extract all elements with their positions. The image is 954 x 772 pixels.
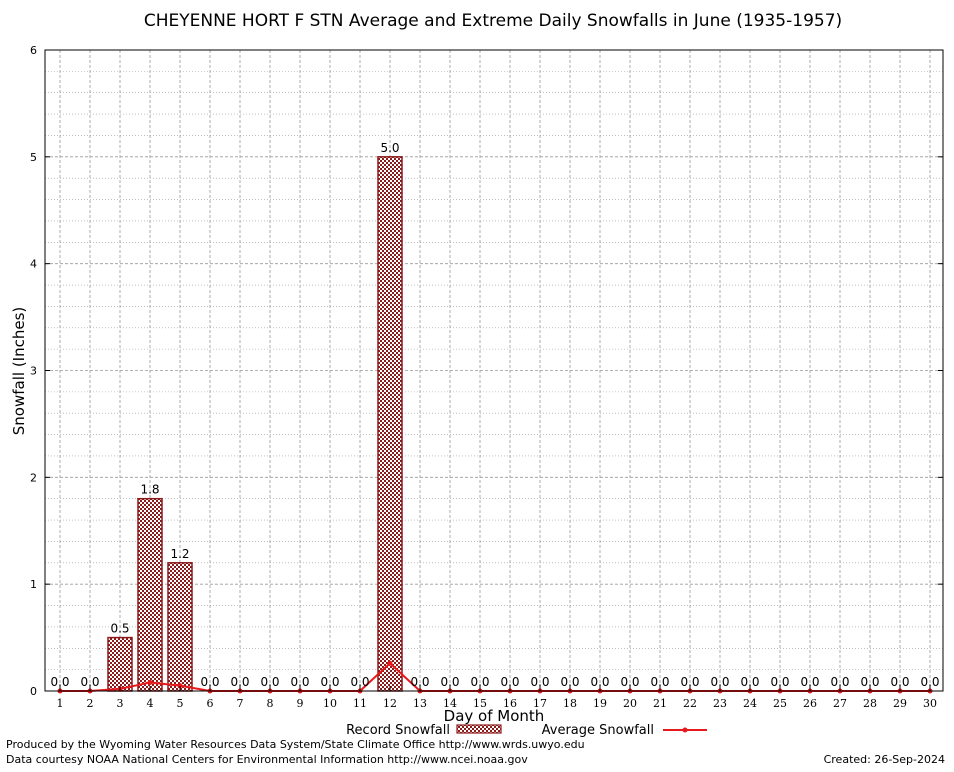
average-point	[177, 683, 183, 689]
x-tick-label: 21	[653, 697, 667, 710]
bar-value-label: 0.0	[740, 675, 759, 689]
x-tick-label: 26	[803, 697, 817, 710]
bar-value-label: 0.0	[830, 675, 849, 689]
bar-value-label: 0.0	[560, 675, 579, 689]
x-tick-label: 3	[117, 697, 124, 710]
x-tick-label: 6	[207, 697, 214, 710]
x-tick-label: 27	[833, 697, 847, 710]
x-tick-label: 20	[623, 697, 637, 710]
x-axis-label: Day of Month	[444, 707, 545, 725]
bar-value-label: 0.5	[110, 622, 129, 636]
x-tick-label: 11	[353, 697, 367, 710]
record-bar	[167, 562, 193, 692]
bar-value-label: 0.0	[590, 675, 609, 689]
x-tick-label: 19	[593, 697, 607, 710]
plot-frame	[44, 49, 944, 692]
bar-value-label: 0.0	[680, 675, 699, 689]
bar-value-label: 1.8	[140, 483, 159, 497]
bar-value-label: 0.0	[410, 675, 429, 689]
x-tick-label: 23	[713, 697, 727, 710]
legend: Record Snowfall Average Snowfall	[346, 723, 707, 738]
bar-value-label: 0.0	[350, 675, 369, 689]
y-tick-label: 2	[30, 471, 37, 484]
x-tick-label: 15	[473, 697, 487, 710]
bar-value-label: 0.0	[800, 675, 819, 689]
chart-title: CHEYENNE HORT F STN Average and Extreme …	[144, 11, 842, 31]
x-tick-label: 13	[413, 697, 427, 710]
grid-layer	[45, 50, 943, 691]
bar-value-label: 5.0	[380, 141, 399, 155]
x-tick-label: 30	[923, 697, 937, 710]
legend-record-label: Record Snowfall	[346, 723, 450, 738]
y-tick-label: 1	[30, 578, 37, 591]
record-bar	[377, 156, 403, 692]
bar-value-label: 0.0	[440, 675, 459, 689]
record-bar	[107, 636, 133, 692]
x-tick-label: 25	[773, 697, 787, 710]
x-tick-label: 7	[237, 697, 244, 710]
x-tick-label: 12	[383, 697, 397, 710]
record-bar	[137, 497, 163, 692]
x-tick-label: 9	[297, 697, 304, 710]
x-tick-label: 17	[533, 697, 547, 710]
footer-created: Created: 26-Sep-2024	[824, 753, 945, 766]
bar-value-label: 0.0	[530, 675, 549, 689]
y-tick-label: 4	[30, 258, 37, 271]
bar-value-label: 0.0	[260, 675, 279, 689]
legend-record-swatch	[456, 724, 502, 734]
footer-source: Data courtesy NOAA National Centers for …	[6, 753, 528, 766]
average-point	[147, 679, 153, 685]
x-tick-label: 28	[863, 697, 877, 710]
bar-value-label: 0.0	[230, 675, 249, 689]
bar-value-label: 0.0	[650, 675, 669, 689]
legend-average-marker	[682, 727, 688, 733]
x-tick-label: 29	[893, 697, 907, 710]
y-tick-label: 0	[30, 685, 37, 698]
legend-average-label: Average Snowfall	[542, 723, 654, 738]
y-axis-label: Snowfall (Inches)	[10, 307, 28, 435]
bar-value-label: 0.0	[710, 675, 729, 689]
x-tick-label: 8	[267, 697, 274, 710]
x-tick-label: 16	[503, 697, 517, 710]
bar-value-label: 0.0	[770, 675, 789, 689]
x-tick-label: 24	[743, 697, 757, 710]
footer-credit: Produced by the Wyoming Water Resources …	[6, 738, 585, 751]
bar-value-label: 0.0	[500, 675, 519, 689]
bar-value-label: 0.0	[620, 675, 639, 689]
bar-value-label: 0.0	[890, 675, 909, 689]
bar-value-label: 0.0	[470, 675, 489, 689]
y-tick-label: 3	[30, 365, 37, 378]
bars-layer	[107, 156, 403, 692]
bar-value-label: 0.0	[290, 675, 309, 689]
x-tick-label: 2	[87, 697, 94, 710]
bar-value-label: 0.0	[920, 675, 939, 689]
average-point	[387, 660, 393, 666]
y-tick-label: 5	[30, 151, 37, 164]
bar-value-label: 0.0	[80, 675, 99, 689]
y-tick-label: 6	[30, 44, 37, 57]
bar-value-label: 0.0	[200, 675, 219, 689]
x-tick-label: 4	[147, 697, 154, 710]
bar-value-label: 1.2	[170, 547, 189, 561]
x-tick-label: 1	[57, 697, 64, 710]
x-tick-label: 22	[683, 697, 697, 710]
bar-value-label: 0.0	[860, 675, 879, 689]
bar-value-label: 0.0	[50, 675, 69, 689]
x-tick-label: 18	[563, 697, 577, 710]
bar-value-label: 0.0	[320, 675, 339, 689]
labels-layer: 0.0 0.0 0.5 1.8 1.2 0.0 0.0 0.0 0.0 0.0 0.0 5.0 0.0 0…	[50, 141, 939, 689]
x-tick-label: 14	[443, 697, 457, 710]
x-tick-label: 5	[177, 697, 184, 710]
x-tick-label: 10	[323, 697, 337, 710]
